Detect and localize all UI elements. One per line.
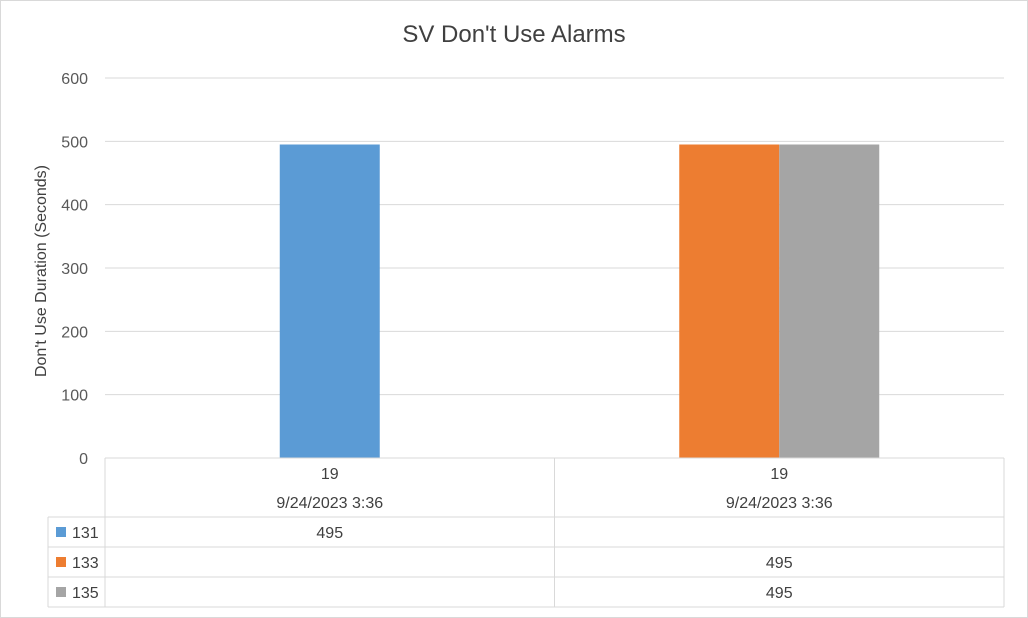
legend-key-135	[56, 587, 66, 597]
bar-131	[279, 144, 380, 458]
bar-135	[779, 144, 880, 458]
category-label: 9/24/2023 3:36	[726, 495, 833, 512]
category-label: 9/24/2023 3:36	[276, 495, 383, 512]
bar-133	[679, 144, 780, 458]
category-label: 19	[770, 466, 788, 483]
y-tick-label: 300	[61, 261, 88, 278]
legend-label: 133	[72, 555, 99, 572]
y-tick-label: 200	[61, 324, 88, 341]
data-table-value: 495	[766, 585, 793, 602]
y-tick-label: 0	[79, 451, 88, 468]
y-tick-label: 500	[61, 134, 88, 151]
y-tick-label: 100	[61, 388, 88, 405]
legend-label: 135	[72, 585, 99, 602]
y-tick-label: 400	[61, 198, 88, 215]
legend-key-131	[56, 527, 66, 537]
legend-key-133	[56, 557, 66, 567]
legend-label: 131	[72, 525, 99, 542]
data-table-value: 495	[766, 555, 793, 572]
y-tick-label: 600	[61, 71, 88, 88]
data-table-value: 495	[316, 525, 343, 542]
chart-title: SV Don't Use Alarms	[402, 21, 626, 48]
category-label: 19	[321, 466, 339, 483]
